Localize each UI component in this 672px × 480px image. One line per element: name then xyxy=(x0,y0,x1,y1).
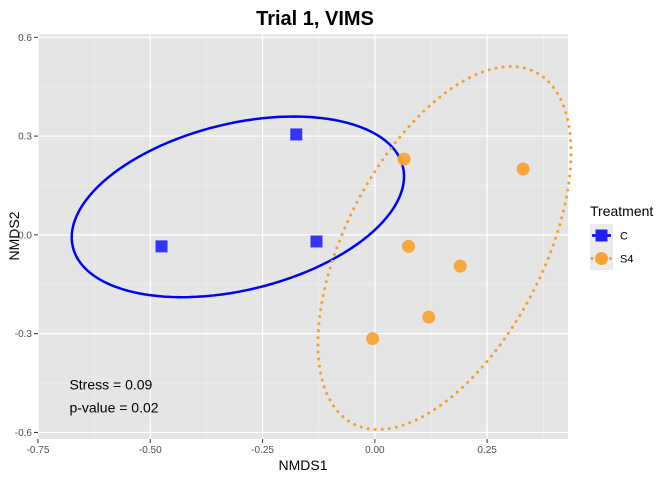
point-s4 xyxy=(397,152,411,166)
point-s4 xyxy=(453,259,467,273)
x-axis-title: NMDS1 xyxy=(278,457,327,473)
y-tick-label: 0.6 xyxy=(18,33,32,44)
point-s4 xyxy=(366,332,380,346)
y-tick-label: 0.3 xyxy=(18,132,32,143)
point-s4 xyxy=(402,239,416,253)
annotation-p-value: p-value = 0.02 xyxy=(69,400,158,416)
plot-panel xyxy=(38,34,568,439)
legend-marker-c xyxy=(595,229,608,242)
ellipse-c xyxy=(70,115,406,299)
point-c xyxy=(155,240,168,253)
legend: Treatment C S4 xyxy=(590,203,653,270)
x-tick-label: -0.25 xyxy=(251,445,274,456)
x-tick-label: -0.75 xyxy=(27,445,50,456)
legend-label-c: C xyxy=(620,231,628,243)
legend-title: Treatment xyxy=(590,203,653,219)
chart-title: Trial 1, VIMS xyxy=(256,8,374,30)
legend-marker-s4 xyxy=(595,252,608,265)
confidence-ellipses xyxy=(70,64,573,432)
point-s4 xyxy=(422,310,436,324)
legend-label-s4: S4 xyxy=(620,254,633,266)
annotation-stress: Stress = 0.09 xyxy=(69,377,152,393)
x-tick-label: 0.00 xyxy=(365,445,385,456)
legend-item-s4: S4 xyxy=(590,247,633,270)
x-axis: -0.75 -0.50 -0.25 0.00 0.25 xyxy=(27,439,497,456)
point-c xyxy=(310,235,323,248)
point-c xyxy=(290,128,303,141)
stats-annotations: Stress = 0.09 p-value = 0.02 xyxy=(69,377,158,416)
x-tick-label: 0.25 xyxy=(477,445,497,456)
y-tick-label: 0.0 xyxy=(18,230,32,241)
ellipse-s4 xyxy=(316,64,573,432)
y-axis-title: NMDS2 xyxy=(6,211,22,260)
data-points xyxy=(155,128,530,346)
y-tick-label: -0.3 xyxy=(15,329,33,340)
y-tick-label: -0.6 xyxy=(15,428,33,439)
point-s4 xyxy=(516,162,530,176)
legend-item-c: C xyxy=(590,224,628,247)
major-gridlines xyxy=(37,34,568,439)
y-axis: -0.6 -0.3 0.0 0.3 0.6 xyxy=(15,33,38,439)
x-tick-label: -0.50 xyxy=(139,445,162,456)
